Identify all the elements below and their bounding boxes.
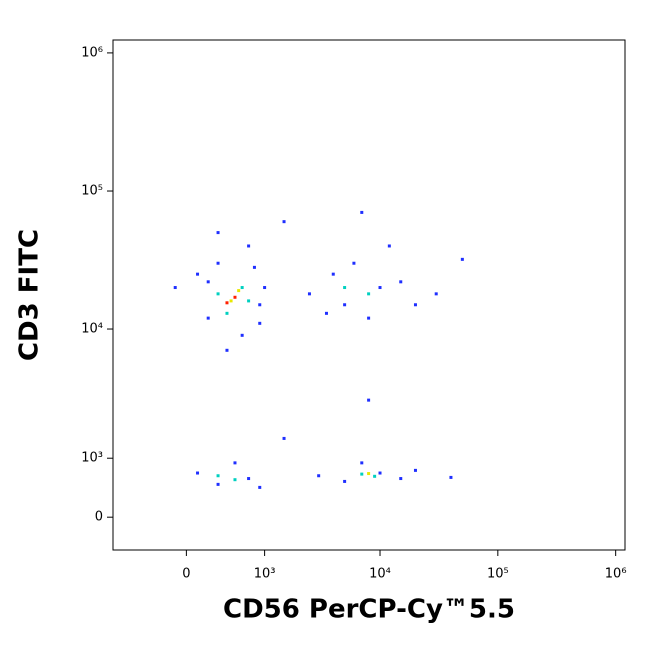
event-dot [282, 436, 286, 440]
event-dot [387, 244, 391, 248]
event-dot [258, 321, 262, 325]
event-dot [252, 265, 256, 269]
event-dot [196, 272, 200, 276]
event-dot [196, 471, 200, 475]
y-tick-label: 10⁵ [81, 184, 103, 199]
event-dot [360, 210, 364, 214]
y-tick-label: 10³ [81, 451, 103, 466]
y-tick-label: 10⁴ [81, 322, 103, 337]
event-dot [263, 286, 267, 290]
event-dot [247, 244, 251, 248]
event-dot [216, 292, 220, 296]
x-tick-label: 10⁵ [487, 567, 509, 582]
event-dot [258, 485, 262, 489]
event-dot [240, 333, 244, 337]
event-dot [229, 299, 233, 303]
event-dot [367, 292, 371, 296]
event-dot [360, 461, 364, 465]
event-dot [233, 295, 237, 299]
event-dot [258, 303, 262, 307]
event-dot [233, 478, 237, 482]
event-dot [413, 468, 417, 472]
event-dot [399, 280, 403, 284]
event-dot [282, 220, 286, 224]
event-dot [324, 311, 328, 315]
event-dot [331, 272, 335, 276]
x-tick-label: 10⁶ [605, 567, 627, 582]
event-dot [216, 261, 220, 265]
event-dot [225, 311, 229, 315]
event-dot [343, 303, 347, 307]
event-dot [233, 461, 237, 465]
event-dot [367, 316, 371, 320]
event-dot [373, 474, 377, 478]
event-dot [307, 292, 311, 296]
event-dot [247, 299, 251, 303]
event-dot [216, 231, 220, 235]
event-dot [343, 479, 347, 483]
y-tick-label: 10⁶ [81, 45, 103, 60]
event-dot [360, 472, 364, 476]
event-dot [367, 398, 371, 402]
x-tick-label: 10³ [254, 567, 276, 582]
event-dot [317, 474, 321, 478]
event-dot [247, 477, 251, 481]
event-dot [237, 289, 241, 293]
event-dot [378, 471, 382, 475]
x-tick-label: 0 [182, 567, 190, 582]
event-dot [413, 303, 417, 307]
event-dot [173, 286, 177, 290]
event-dot [343, 286, 347, 290]
plot-frame [112, 39, 626, 551]
event-dot [240, 286, 244, 290]
event-dot [434, 292, 438, 296]
event-dot [206, 280, 210, 284]
event-dot [352, 261, 356, 265]
event-dot [367, 472, 371, 476]
event-dot [225, 348, 229, 352]
y-tick-label: 0 [95, 510, 103, 525]
event-dot [216, 474, 220, 478]
event-dot [216, 482, 220, 486]
event-dot [399, 477, 403, 481]
event-dot [206, 316, 210, 320]
x-tick-label: 10⁴ [369, 567, 391, 582]
y-axis-label: CD3 FITC [15, 229, 45, 361]
event-dot [225, 301, 229, 305]
event-dot [460, 257, 464, 261]
event-dot [378, 286, 382, 290]
x-axis-label: CD56 PerCP-Cy™5.5 [223, 595, 515, 625]
event-dot [449, 475, 453, 479]
